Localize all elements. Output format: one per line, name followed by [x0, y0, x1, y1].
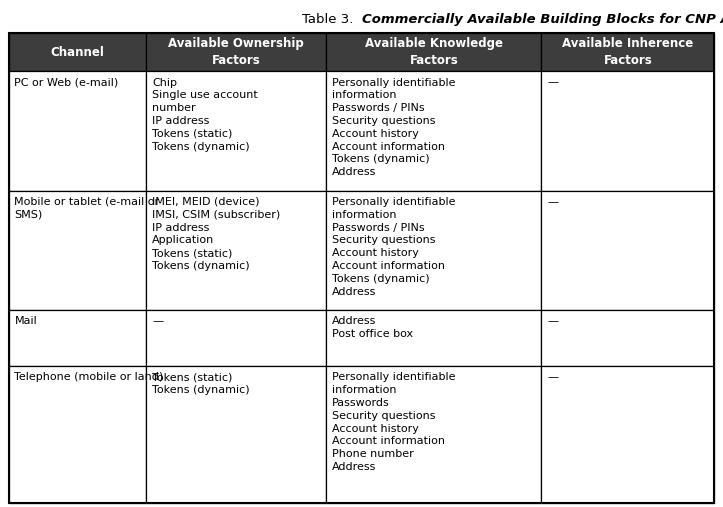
Text: Available Inherence
Factors: Available Inherence Factors [562, 38, 693, 67]
Bar [326, 71, 542, 191]
Text: Chip
Single use account
number
IP address
Tokens (static)
Tokens (dynamic): Chip Single use account number IP addres… [152, 78, 258, 152]
Text: Commercially Available Building Blocks for CNP Authentication: Commercially Available Building Blocks f… [362, 13, 723, 26]
Text: Personally identifiable
information
Passwords
Security questions
Account history: Personally identifiable information Pass… [332, 373, 455, 472]
Bar [146, 71, 326, 191]
Bar [9, 367, 146, 503]
Bar [9, 33, 146, 71]
Bar [146, 191, 326, 310]
Text: Mobile or tablet (e-mail or
SMS): Mobile or tablet (e-mail or SMS) [14, 197, 160, 220]
Bar [146, 33, 326, 71]
Bar [542, 33, 714, 71]
Text: Available Ownership
Factors: Available Ownership Factors [168, 38, 304, 67]
Text: —: — [547, 78, 558, 88]
Text: Available Knowledge
Factors: Available Knowledge Factors [365, 38, 502, 67]
Text: Telephone (mobile or land): Telephone (mobile or land) [14, 373, 163, 382]
Text: Address
Post office box: Address Post office box [332, 316, 413, 339]
Text: —: — [152, 316, 163, 326]
Text: PC or Web (e-mail): PC or Web (e-mail) [14, 78, 119, 88]
Bar [146, 367, 326, 503]
Text: IMEI, MEID (device)
IMSI, CSIM (subscriber)
IP address
Application
Tokens (stati: IMEI, MEID (device) IMSI, CSIM (subscrib… [152, 197, 281, 271]
Text: Table 3.: Table 3. [301, 13, 362, 26]
Text: —: — [547, 197, 558, 207]
Bar [542, 191, 714, 310]
Bar [542, 71, 714, 191]
Text: Channel: Channel [51, 46, 104, 59]
Bar [542, 310, 714, 367]
Bar [9, 310, 146, 367]
Text: —: — [547, 316, 558, 326]
Bar [146, 310, 326, 367]
Text: Mail: Mail [14, 316, 37, 326]
Text: Personally identifiable
information
Passwords / PINs
Security questions
Account : Personally identifiable information Pass… [332, 197, 455, 297]
Bar [326, 191, 542, 310]
Bar [326, 33, 542, 71]
Text: Personally identifiable
information
Passwords / PINs
Security questions
Account : Personally identifiable information Pass… [332, 78, 455, 177]
Bar [326, 367, 542, 503]
Text: —: — [547, 373, 558, 382]
Text: Tokens (static)
Tokens (dynamic): Tokens (static) Tokens (dynamic) [152, 373, 249, 395]
Bar [9, 71, 146, 191]
Bar [542, 367, 714, 503]
Bar [9, 191, 146, 310]
Bar [326, 310, 542, 367]
